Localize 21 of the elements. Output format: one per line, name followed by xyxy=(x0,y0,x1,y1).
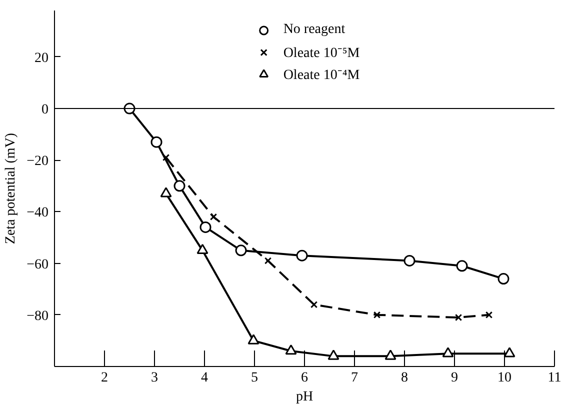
y-tick-label: −80 xyxy=(26,308,49,324)
y-tick-label: 20 xyxy=(34,50,48,66)
y-tick-label: −60 xyxy=(26,257,49,272)
legend-label: Oleate 10⁻⁴M xyxy=(283,67,360,84)
legend-label: Oleate 10⁻⁵M xyxy=(283,45,360,62)
x-tick-label: 7 xyxy=(351,370,358,386)
x-tick-label: 5 xyxy=(251,370,258,386)
x-tick-label: 11 xyxy=(548,370,562,386)
x-tick-label: 8 xyxy=(401,370,408,386)
x-axis-title: pH xyxy=(296,390,314,404)
x-tick-label: 2 xyxy=(101,370,108,386)
legend-label: No reagent xyxy=(283,22,346,38)
y-tick-label: −40 xyxy=(26,206,49,221)
x-tick-label: 10 xyxy=(498,370,512,386)
y-tick-label: 0 xyxy=(42,102,48,118)
x-tick-label: 9 xyxy=(451,370,458,386)
y-tick-label: −20 xyxy=(26,154,49,170)
x-tick-label: 6 xyxy=(301,370,308,386)
x-tick-label: 3 xyxy=(151,370,158,386)
y-axis-title: Zeta potential (mV) xyxy=(4,132,19,244)
x-tick-label: 4 xyxy=(201,370,208,386)
